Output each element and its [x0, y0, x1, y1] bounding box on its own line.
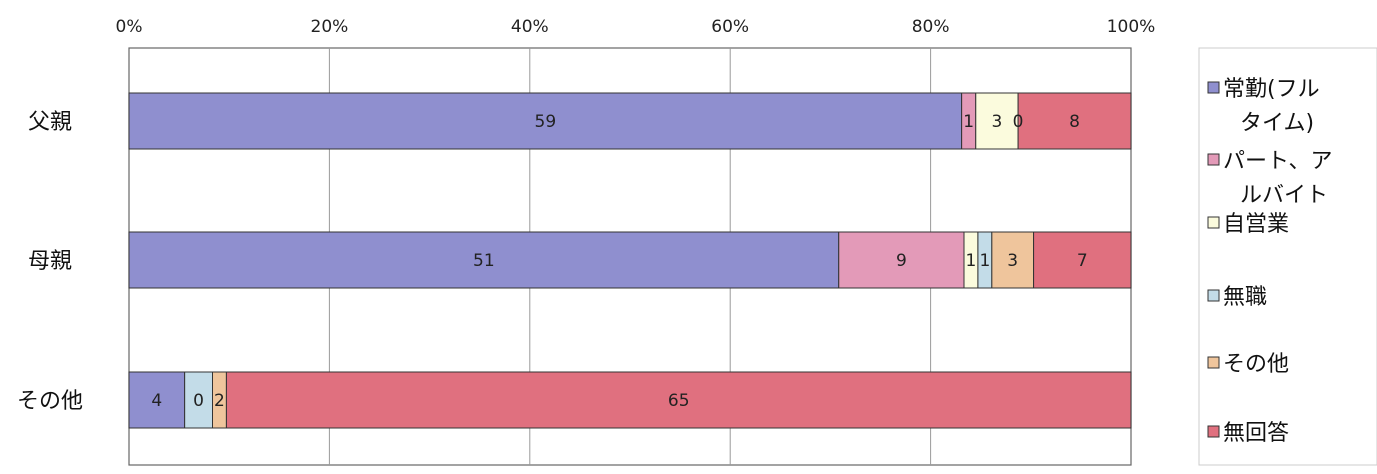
legend-swatch — [1207, 153, 1220, 166]
category-label: その他 — [17, 389, 83, 414]
bar-segment — [1017, 92, 1132, 150]
x-tick-label: 40% — [511, 17, 549, 37]
bar-segment — [225, 371, 1132, 429]
legend-swatch — [1207, 81, 1220, 94]
data-label: 59 — [535, 112, 557, 132]
data-label: 3 — [992, 112, 1003, 132]
legend-entry: その他 — [1223, 352, 1289, 377]
bar-segment — [128, 371, 186, 429]
data-label: 9 — [896, 251, 907, 271]
x-tick-label: 60% — [711, 17, 749, 37]
x-tick-label: 80% — [912, 17, 950, 37]
x-tick-label: 100% — [1107, 17, 1156, 37]
bar-segment — [128, 92, 963, 150]
data-label: 4 — [151, 391, 162, 411]
data-label: 7 — [1077, 251, 1088, 271]
data-label: 2 — [214, 391, 225, 411]
bar-segment — [184, 371, 214, 429]
data-label: 0 — [193, 391, 204, 411]
legend-entry: 無回答 — [1223, 421, 1289, 446]
legend-swatch — [1207, 289, 1220, 302]
legend-entry: 常勤(フルタイム) — [1223, 77, 1320, 136]
bar-segment — [838, 231, 965, 289]
bar-segment — [1033, 231, 1132, 289]
legend-entry: 無職 — [1223, 285, 1267, 310]
legend-box — [1198, 47, 1377, 466]
bar-segment — [975, 92, 1019, 150]
data-label: 51 — [473, 251, 495, 271]
legend-swatch — [1207, 216, 1220, 229]
legend-swatch — [1207, 356, 1220, 369]
data-label: 65 — [668, 391, 690, 411]
bar-segment — [991, 231, 1035, 289]
data-label: 8 — [1069, 112, 1080, 132]
data-label: 1 — [966, 251, 977, 271]
legend-entry: 自営業 — [1223, 212, 1289, 237]
x-tick-label: 0% — [116, 17, 143, 37]
legend-entry: パート、アルバイト — [1223, 149, 1333, 208]
data-label: 1 — [979, 251, 990, 271]
bar-segment — [128, 231, 840, 289]
category-label: 母親 — [28, 249, 72, 274]
x-tick-label: 20% — [311, 17, 349, 37]
data-label: 1 — [963, 112, 974, 132]
data-label: 3 — [1007, 251, 1018, 271]
legend-swatch — [1207, 425, 1220, 438]
category-label: 父親 — [28, 110, 72, 135]
data-label: 0 — [1013, 112, 1024, 132]
